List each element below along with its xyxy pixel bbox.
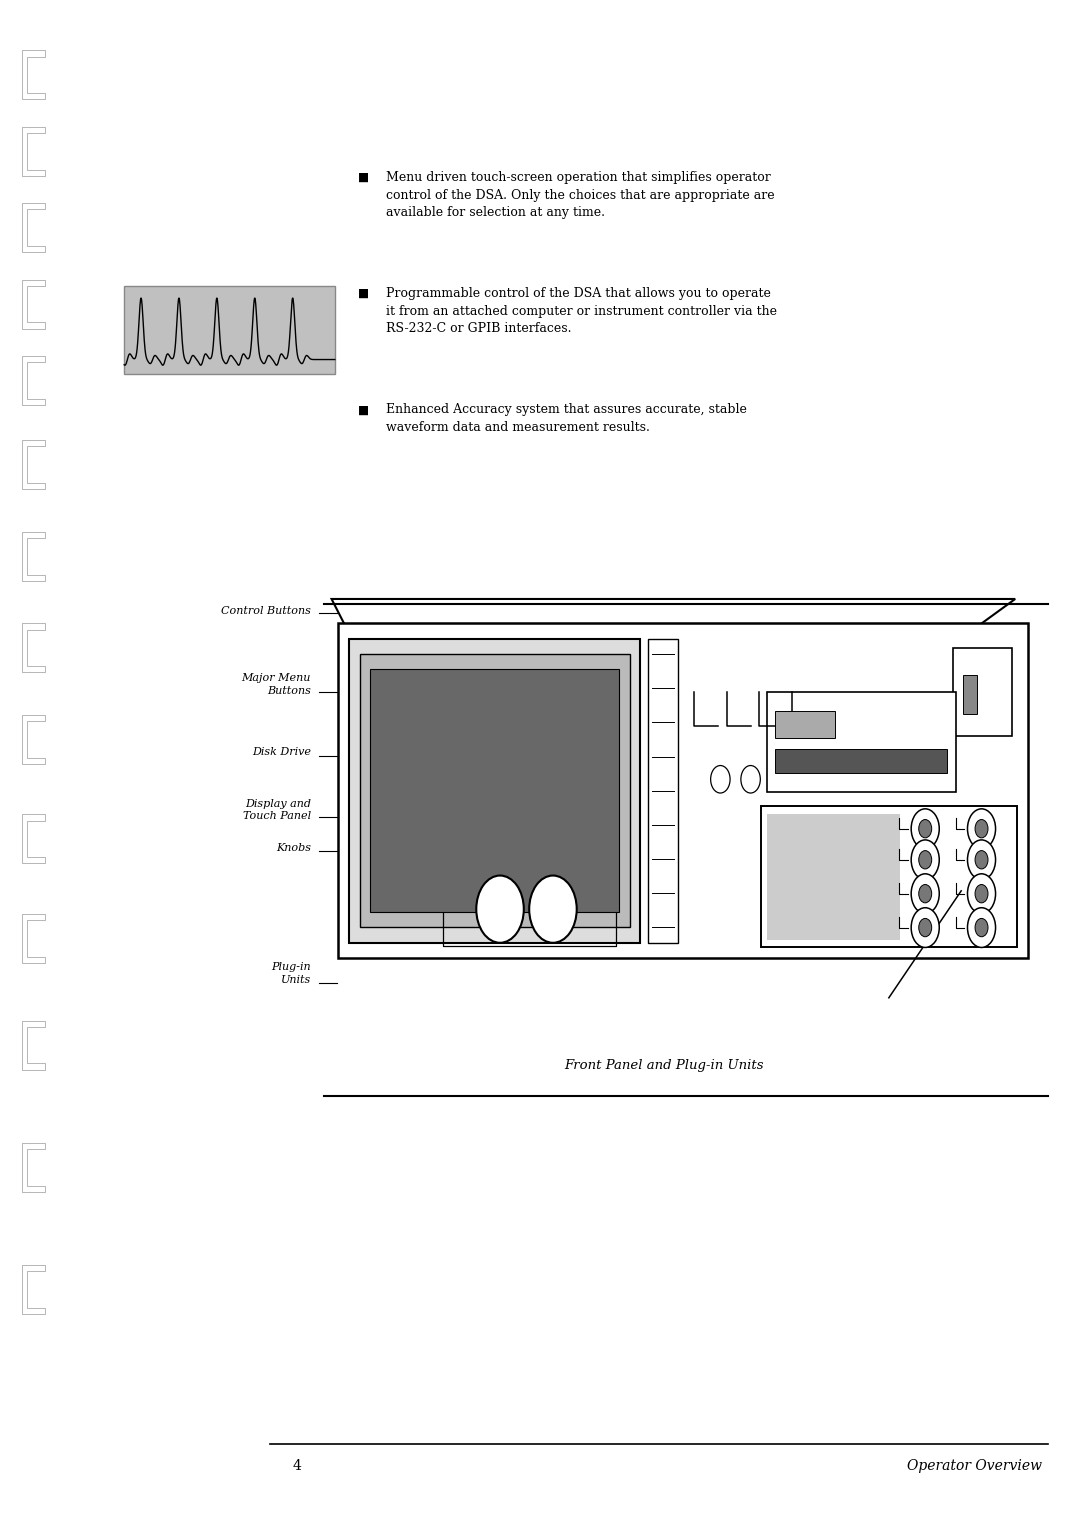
- FancyBboxPatch shape: [443, 863, 616, 894]
- Circle shape: [529, 876, 577, 943]
- Circle shape: [975, 851, 988, 869]
- Text: ■: ■: [359, 171, 369, 185]
- Circle shape: [975, 819, 988, 837]
- Text: Menu driven touch-screen operation that simplifies operator
control of the DSA. : Menu driven touch-screen operation that …: [386, 171, 774, 219]
- Text: ■: ■: [359, 287, 369, 301]
- FancyBboxPatch shape: [767, 814, 900, 940]
- FancyBboxPatch shape: [370, 669, 619, 912]
- Circle shape: [912, 874, 940, 914]
- Polygon shape: [332, 599, 1015, 626]
- FancyBboxPatch shape: [349, 639, 640, 943]
- Text: Front Panel and Plug-in Units: Front Panel and Plug-in Units: [565, 1059, 764, 1073]
- Circle shape: [711, 766, 730, 793]
- FancyBboxPatch shape: [953, 648, 1012, 736]
- Circle shape: [912, 840, 940, 880]
- FancyBboxPatch shape: [338, 623, 1028, 958]
- Text: Enhanced Accuracy system that assures accurate, stable
waveform data and measure: Enhanced Accuracy system that assures ac…: [386, 403, 746, 434]
- FancyBboxPatch shape: [963, 675, 977, 714]
- Text: Plug-in
Units: Plug-in Units: [271, 963, 311, 984]
- FancyBboxPatch shape: [775, 711, 835, 738]
- Circle shape: [741, 766, 760, 793]
- Text: Major Menu
Buttons: Major Menu Buttons: [242, 674, 311, 695]
- FancyBboxPatch shape: [767, 692, 956, 792]
- Circle shape: [968, 840, 996, 880]
- FancyBboxPatch shape: [124, 286, 335, 374]
- Text: Disk Drive: Disk Drive: [252, 747, 311, 756]
- Circle shape: [919, 851, 932, 869]
- Circle shape: [968, 874, 996, 914]
- Text: Programmable control of the DSA that allows you to operate
it from an attached c: Programmable control of the DSA that all…: [386, 287, 777, 335]
- Text: Operator Overview: Operator Overview: [907, 1459, 1042, 1473]
- FancyBboxPatch shape: [775, 749, 947, 773]
- Circle shape: [919, 819, 932, 837]
- Text: Control Buttons: Control Buttons: [221, 607, 311, 616]
- Circle shape: [975, 918, 988, 937]
- Circle shape: [919, 885, 932, 903]
- FancyBboxPatch shape: [360, 654, 630, 927]
- Text: ■: ■: [359, 403, 369, 417]
- Circle shape: [476, 876, 524, 943]
- Text: 4: 4: [293, 1459, 301, 1473]
- Circle shape: [919, 918, 932, 937]
- Circle shape: [968, 908, 996, 947]
- FancyBboxPatch shape: [648, 639, 678, 943]
- Circle shape: [912, 808, 940, 848]
- Text: Knobs: Knobs: [276, 843, 311, 853]
- FancyBboxPatch shape: [761, 807, 1017, 947]
- Circle shape: [975, 885, 988, 903]
- Text: Display and
Touch Panel: Display and Touch Panel: [243, 799, 311, 821]
- Circle shape: [912, 908, 940, 947]
- Circle shape: [968, 808, 996, 848]
